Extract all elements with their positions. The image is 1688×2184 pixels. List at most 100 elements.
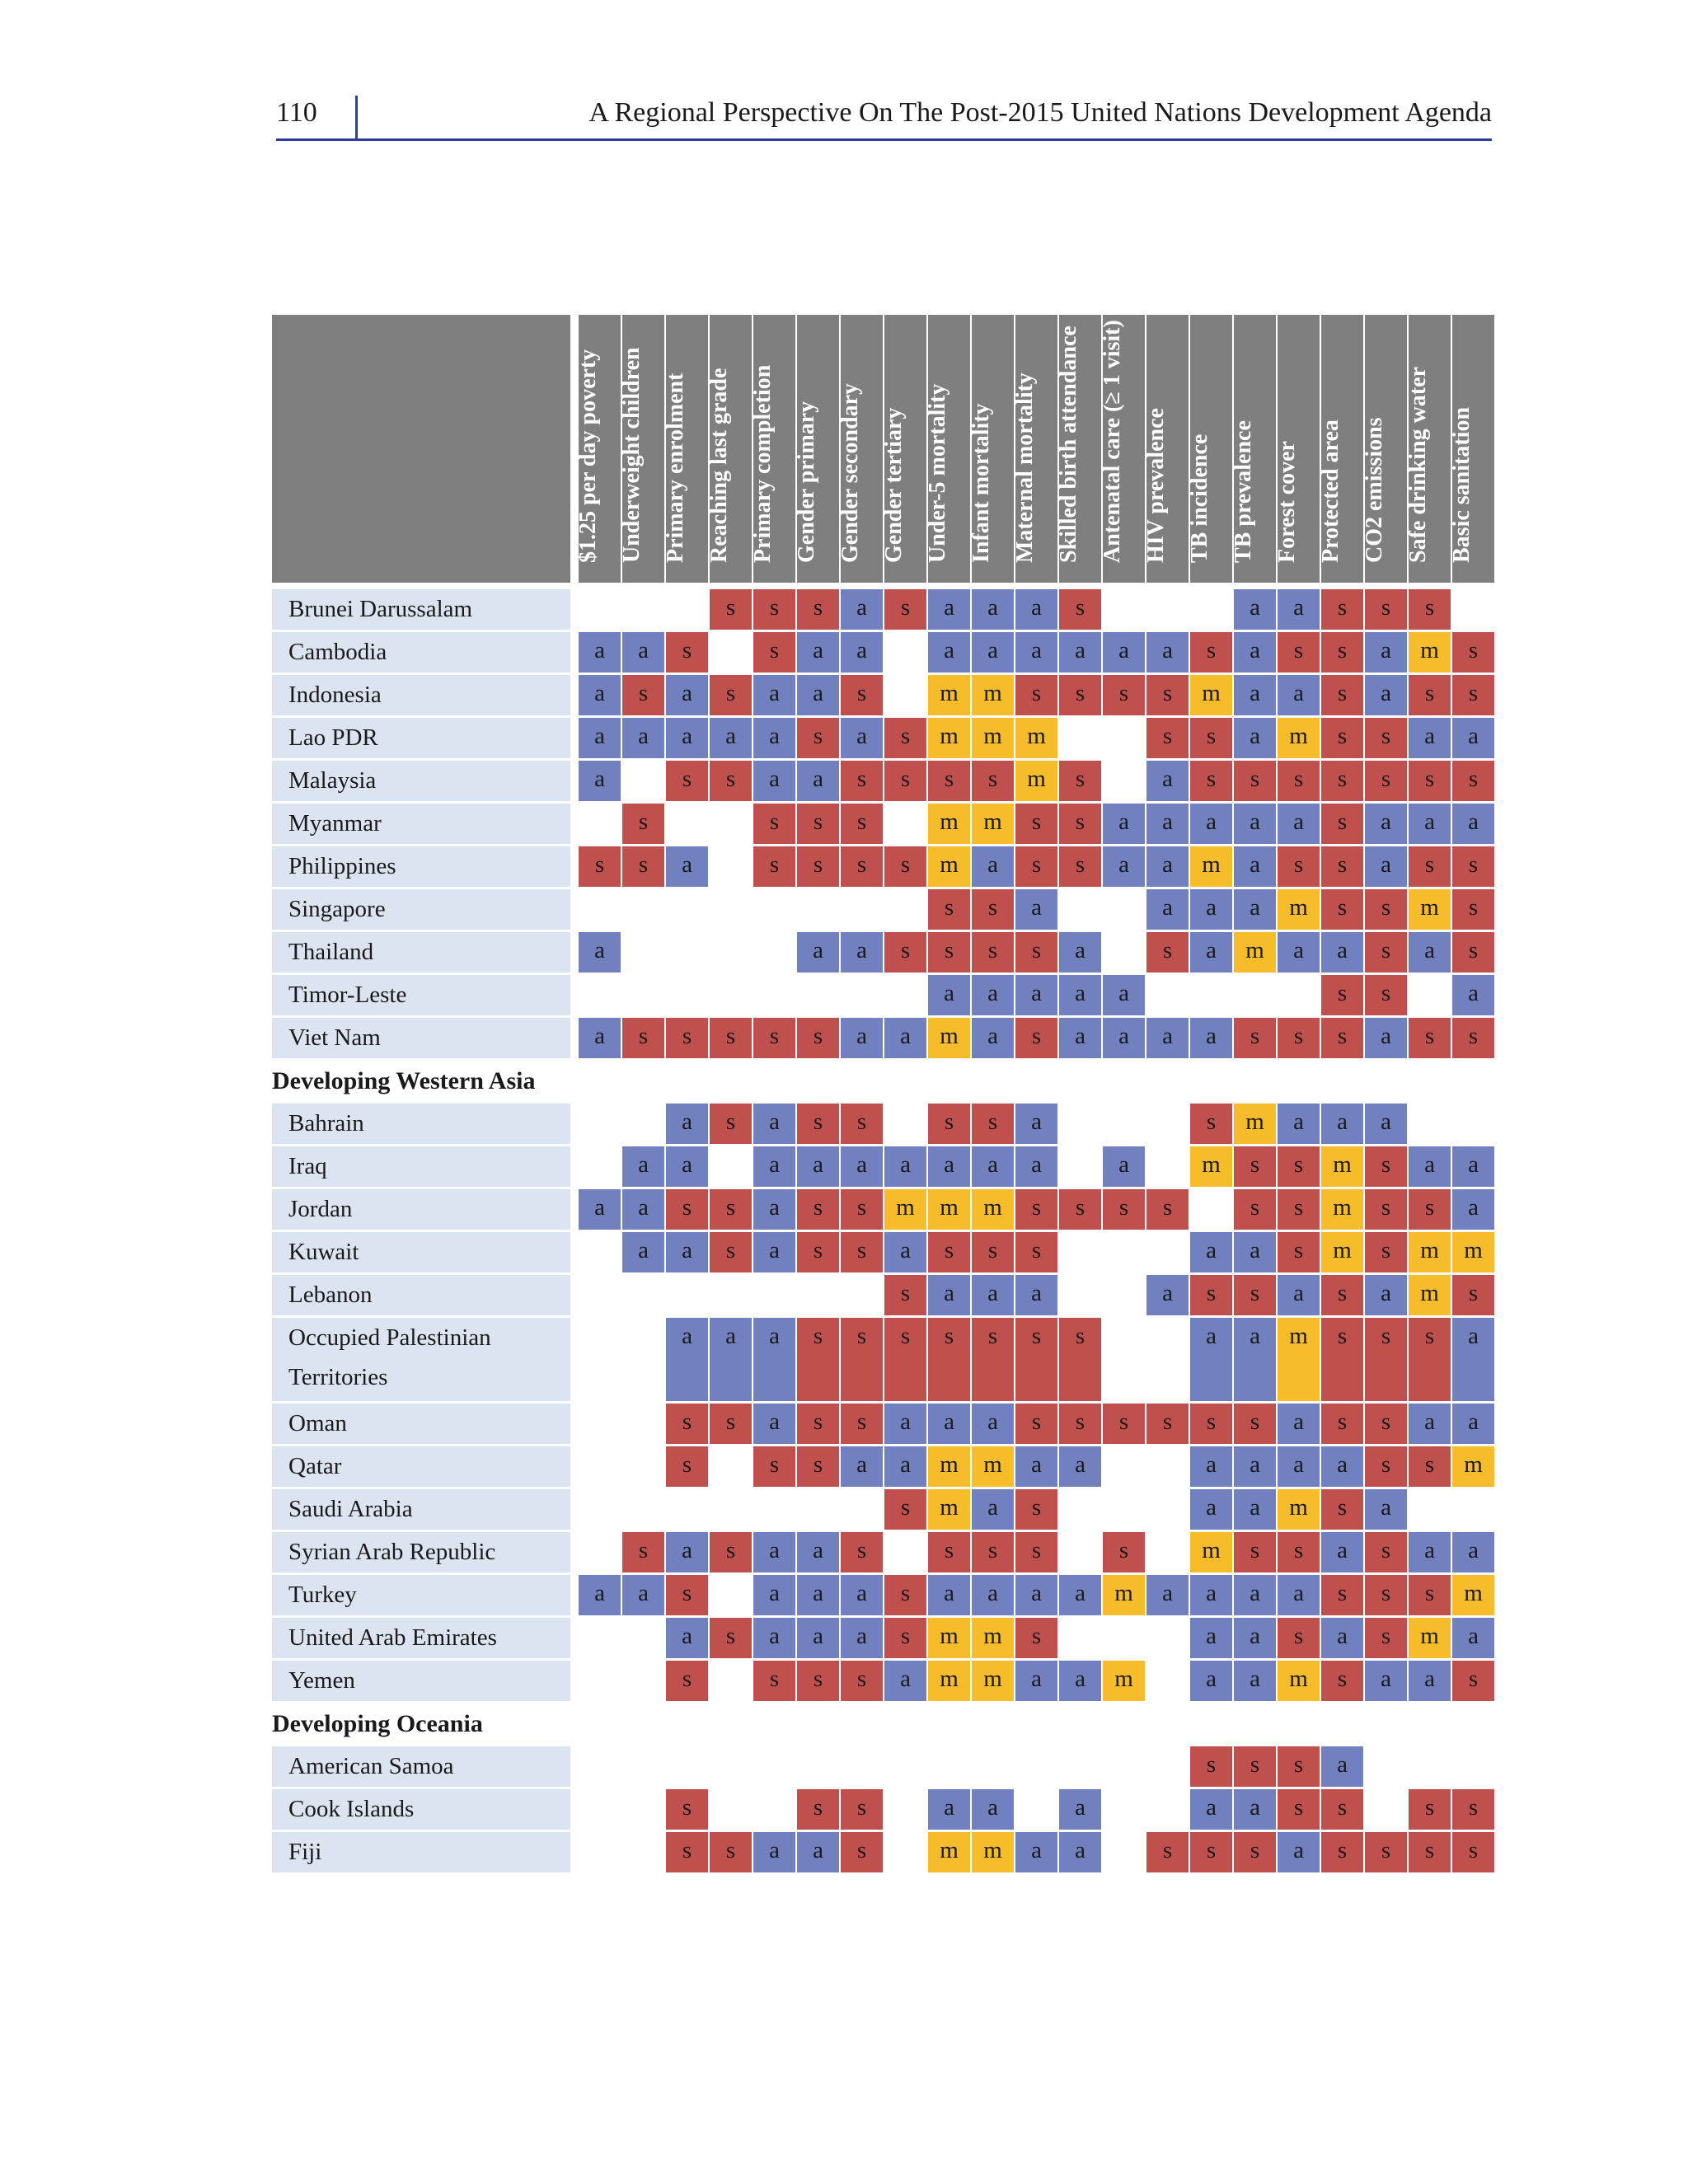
status-cell: a [1015,1832,1057,1872]
status-cell: s [622,675,664,715]
status-cell: a [1278,675,1320,715]
status-cell: s [1452,761,1494,801]
status-cell: a [1015,632,1057,673]
country-label: Viet Nam [272,1018,570,1058]
status-cell: s [841,761,883,801]
status-cell: s [1015,1018,1057,1058]
status-cell: m [1278,718,1320,758]
status-cell: a [622,1189,664,1230]
status-cell: a [1190,932,1232,972]
country-name: Lao PDR [288,724,378,751]
status-cell: s [666,1661,708,1701]
country-label: Turkey [272,1575,570,1615]
status-cell: a [1190,1446,1232,1487]
status-cell: s [884,718,926,758]
status-cell: s [884,846,926,887]
status-cell: a [579,718,621,758]
status-cell: a [841,632,883,673]
country-name: Singapore [288,896,386,922]
status-cell: a [928,589,970,630]
status-cell: a [1190,804,1232,844]
running-title: A Regional Perspective On The Post-2015 … [588,97,1492,128]
status-cell: m [928,1832,970,1872]
status-cell: s [1452,1275,1494,1315]
country-name: Cambodia [288,639,387,665]
status-cell: a [1452,1618,1494,1658]
status-cell: a [928,1575,970,1615]
status-cell: s [1321,1575,1363,1615]
status-cell: s [1365,1832,1407,1872]
status-cell: s [710,1532,752,1572]
status-cell: a [666,1618,708,1658]
status-cell: s [841,1404,883,1444]
country-label: Bahrain [272,1104,570,1144]
status-cell: a [1278,1832,1320,1872]
column-header: Gender primary [794,315,839,583]
status-cell: a [1278,1575,1320,1615]
status-cell: s [797,718,839,758]
status-cell: m [972,1189,1014,1230]
status-cell: s [1015,1532,1057,1572]
status-cell: s [797,1104,839,1144]
status-cell: s [841,1532,883,1572]
status-cell: a [1452,804,1494,844]
status-cell: s [666,1446,708,1487]
status-cell: a [1146,632,1189,673]
status-cell: a [1452,1189,1494,1230]
status-cell: a [1234,718,1276,758]
status-cell: a [1015,1104,1057,1144]
status-cell: s [1365,761,1407,801]
status-cell: s [797,1318,839,1401]
country-name: Oman [288,1410,347,1436]
column-header: Primary completion [750,315,795,583]
column-header: Maternal mortality [1012,315,1057,583]
status-cell: s [1278,1618,1320,1658]
page-header: 110 A Regional Perspective On The Post-2… [276,92,1492,141]
column-header: Gender tertiary [881,315,926,583]
status-cell: s [1103,675,1145,715]
country-label: United Arab Emirates [272,1618,570,1658]
status-cell: a [797,675,839,715]
status-cell: s [1321,1404,1363,1444]
status-cell: a [1365,1489,1407,1530]
status-cell: s [1365,1532,1407,1572]
status-cell: s [1146,718,1189,758]
status-cell: s [1365,718,1407,758]
status-cell: a [1278,589,1320,630]
country-label: Fiji [272,1832,570,1872]
status-cell: s [1452,1018,1494,1058]
column-header: Protected area [1318,315,1363,583]
status-cell: s [841,1232,883,1272]
status-cell: a [1321,1618,1363,1658]
status-cell: m [1190,1532,1232,1572]
country-name: Lebanon [288,1282,373,1308]
status-cell: m [1190,675,1232,715]
status-cell: a [1015,589,1057,630]
status-cell: s [1146,1189,1189,1230]
status-cell: s [797,589,839,630]
status-cell: a [579,675,621,715]
status-cell: a [666,1318,708,1401]
status-cell: a [1103,632,1145,673]
status-cell: s [1321,1832,1363,1872]
status-cell: a [1059,1661,1101,1701]
status-cell: m [1409,889,1451,930]
status-cell: m [928,718,970,758]
status-cell: s [1059,1404,1101,1444]
status-cell: a [841,1618,883,1658]
status-cell: a [841,589,883,630]
status-cell: a [884,1661,926,1701]
status-cell: s [797,804,839,844]
column-header: Primary enrolment [663,315,708,583]
status-cell: s [1059,1189,1101,1230]
status-cell: a [972,1404,1014,1444]
status-cell: a [1234,1489,1276,1530]
status-cell: s [1409,1446,1451,1487]
status-cell: s [797,1789,839,1830]
country-name: Viet Nam [288,1024,381,1051]
matrix-corner [272,315,570,583]
column-header: Antenatal care (≥ 1 visit) [1100,315,1145,583]
status-cell: a [1278,1104,1320,1144]
status-cell: s [1409,589,1451,630]
status-cell: s [1278,1018,1320,1058]
